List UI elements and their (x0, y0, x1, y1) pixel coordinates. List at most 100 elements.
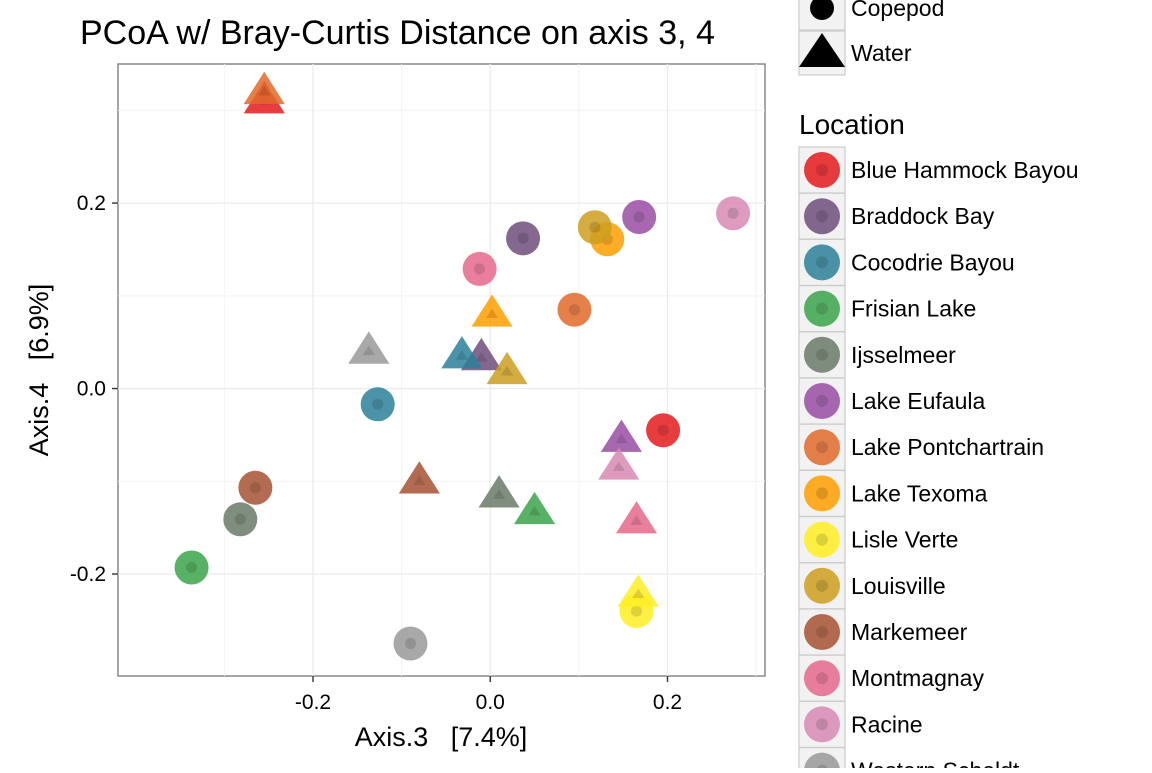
data-point-circle (174, 550, 209, 585)
y-tick-label: 0.0 (77, 378, 106, 401)
shape-legend-label: Copepod (851, 0, 944, 21)
data-point-circle (238, 470, 273, 505)
color-legend-label: Frisian Lake (851, 296, 976, 322)
color-legend-swatch (804, 706, 840, 743)
x-tick-label: 0.0 (476, 691, 505, 714)
color-legend-swatch (804, 429, 840, 466)
data-point-circle-center (633, 211, 645, 223)
data-point-circle (716, 196, 751, 231)
color-legend-swatch-center (816, 395, 828, 407)
data-point-triangle-center (500, 365, 514, 376)
data-point-triangle-center (413, 475, 426, 485)
color-legend-swatch (804, 290, 840, 327)
color-legend-label: Montmagnay (851, 665, 984, 691)
color-legend-swatch-center (816, 672, 828, 685)
data-point-triangle (441, 336, 483, 369)
color-legend-swatch (804, 244, 840, 281)
x-tick-label: -0.2 (295, 691, 331, 714)
data-point-circle (557, 292, 592, 327)
data-point-circle (462, 251, 497, 286)
color-legend-swatch (804, 198, 840, 235)
shape-legend-circle (810, 0, 834, 20)
color-legend-swatch-center (816, 441, 828, 454)
shape-legend: Copepod Water (798, 0, 944, 76)
x-tick-label: 0.2 (653, 691, 682, 714)
data-point-circle-center (185, 561, 198, 574)
color-legend-swatch (804, 614, 840, 650)
data-point-triangle-center (455, 350, 469, 360)
color-legend-swatch-center (816, 348, 828, 361)
color-legend-title: Location (799, 109, 905, 140)
color-legend-label: Lisle Verte (851, 527, 958, 553)
data-point-triangle (398, 461, 440, 494)
data-point-circle-center (372, 398, 384, 410)
color-legend-swatch-center (816, 626, 828, 638)
data-point-circle (577, 210, 612, 245)
data-point-circle-center (234, 513, 246, 525)
color-legend-swatch-center (816, 533, 828, 546)
shape-legend-label: Water (851, 40, 912, 66)
color-legend-swatch (804, 567, 840, 604)
data-point-triangle-center (485, 308, 499, 319)
data-point-circle-center (517, 232, 529, 244)
data-point-circle-center (568, 304, 581, 316)
data-point-triangle-center (362, 345, 375, 356)
data-point-circle-center (727, 207, 739, 219)
color-legend-swatch (804, 475, 840, 512)
data-point-circle (393, 626, 428, 661)
data-point-triangle (348, 331, 390, 364)
data-point-circle-center (249, 482, 261, 494)
color-legend-swatch-center (816, 302, 828, 315)
color-legend: Blue Hammock Bayou Braddock Bay Cocodrie B… (798, 146, 1079, 773)
x-axis-label: Axis.3 [7.4%] (355, 722, 528, 752)
color-legend-swatch (804, 383, 840, 419)
color-legend-swatch-center (816, 256, 828, 269)
data-point-triangle-center (630, 515, 643, 525)
color-legend-swatch-center (816, 718, 828, 731)
color-legend-swatch (804, 152, 840, 188)
color-legend-label: Markemeer (851, 619, 968, 645)
data-point-triangle-center (632, 588, 645, 599)
color-legend-swatch (804, 521, 840, 558)
data-point-circle (646, 413, 681, 448)
data-point-triangle (486, 351, 528, 385)
y-tick-label: -0.2 (70, 563, 106, 586)
color-legend-label: Ijsselmeer (851, 342, 956, 368)
chart-title: PCoA w/ Bray-Curtis Distance on axis 3, … (80, 14, 715, 52)
color-legend-label: Lake Texoma (851, 480, 988, 506)
points-layer (174, 71, 751, 661)
color-legend-label: Louisville (851, 573, 946, 599)
data-point-circle-center (404, 637, 417, 650)
color-legend-label: Lake Eufaula (851, 388, 985, 414)
data-point-triangle (617, 574, 659, 607)
color-legend-label: Blue Hammock Bayou (851, 157, 1079, 183)
data-point-circle (622, 200, 657, 234)
color-legend-swatch-center (816, 164, 828, 176)
color-legend-label: Lake Pontchartrain (851, 434, 1044, 460)
color-legend-label: Western Scheldt (851, 758, 1020, 768)
data-point-circle (506, 221, 541, 256)
y-tick-label: 0.2 (77, 192, 106, 215)
data-point-triangle (243, 71, 285, 105)
data-point-circle-center (589, 221, 601, 233)
data-point-triangle (598, 447, 640, 480)
data-point-triangle-center (528, 505, 541, 516)
color-legend-swatch-center (816, 487, 828, 500)
color-legend-label: Racine (851, 711, 923, 737)
data-point-triangle (615, 501, 658, 534)
data-point-triangle (600, 419, 642, 452)
data-point-circle-center (657, 424, 669, 436)
y-axis-label: Axis.4 [6.9%] (24, 284, 54, 457)
data-point-triangle-center (258, 85, 271, 96)
color-legend-label: Braddock Bay (851, 203, 995, 229)
data-point-triangle-center (612, 461, 625, 472)
color-legend-swatch-center (816, 210, 828, 223)
color-legend-swatch (804, 660, 840, 697)
shape-legend-triangle (799, 33, 845, 67)
data-point-circle (360, 387, 395, 422)
data-point-circle-center (474, 263, 486, 275)
data-point-triangle (471, 294, 513, 327)
color-legend-swatch-center (816, 579, 828, 592)
